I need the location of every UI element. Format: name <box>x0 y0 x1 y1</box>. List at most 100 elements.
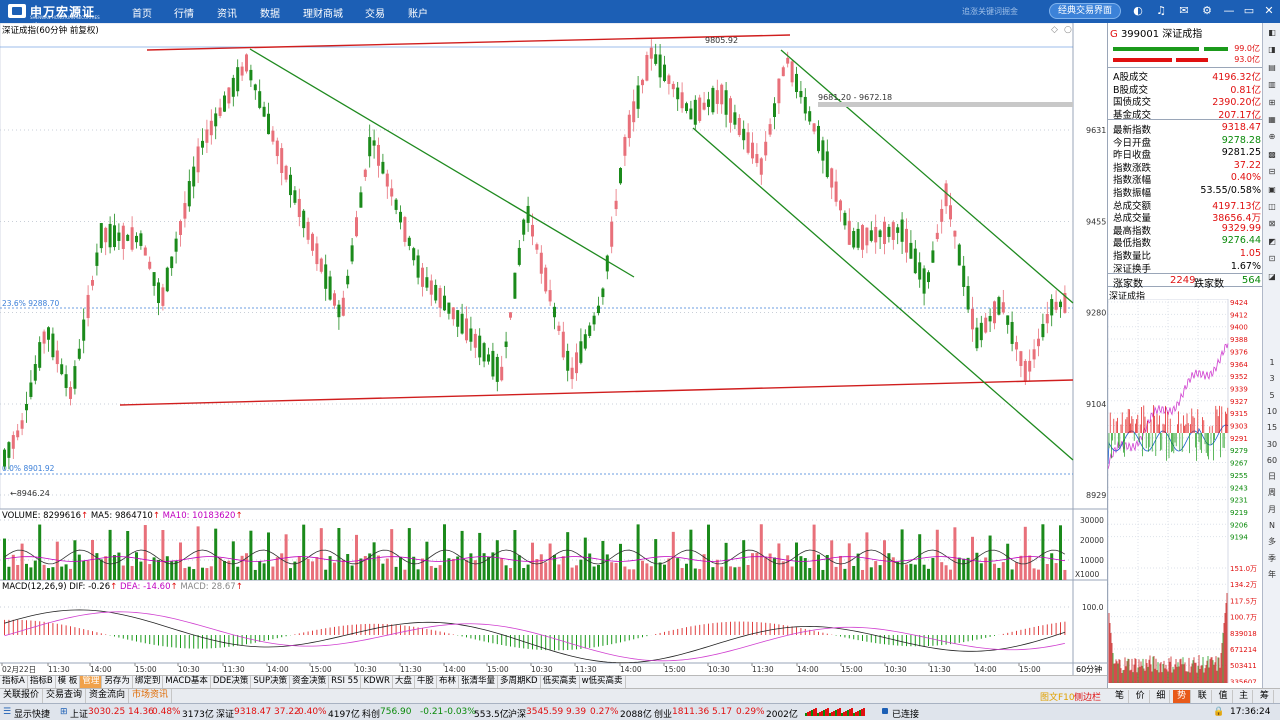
toolbar-tool-icon[interactable]: ▤ <box>1268 62 1276 72</box>
toolbar-tool-icon[interactable]: ◩ <box>1268 236 1276 246</box>
kline-chart-area[interactable]: 9631 9455 9280 9104 8929 23.6% 9288.70 0.0% 89… <box>0 23 1107 688</box>
ticker-name[interactable]: 深证 <box>216 710 235 720</box>
indicator-tab[interactable]: 资金决策 <box>290 676 330 688</box>
nav-wealth-mall[interactable]: 理财商城 <box>303 9 343 20</box>
period-button[interactable]: 日 <box>1268 472 1276 482</box>
candle-body <box>658 54 662 78</box>
side-tab[interactable]: 势 <box>1173 690 1192 703</box>
candle-body <box>812 123 816 132</box>
kline-chart-svg[interactable]: 9631 9455 9280 9104 8929 23.6% 9288.70 0.0% 89… <box>0 23 1107 675</box>
volume-bar <box>16 564 20 580</box>
volume-bar <box>663 564 666 580</box>
period-button[interactable]: 季 <box>1268 553 1276 563</box>
news-marquee[interactable]: 追涨关键词掘金 <box>962 7 1018 16</box>
indicator-tab[interactable]: RSI 55 <box>329 676 362 688</box>
lock-icon[interactable]: 🔒 <box>1213 707 1225 717</box>
bar-value-top: 99.0亿 <box>1234 44 1260 53</box>
sidebar-toggle-button[interactable]: 侧边栏 <box>1074 693 1102 703</box>
settings-icon[interactable]: ◐ <box>1133 4 1143 17</box>
toolbar-tool-icon[interactable]: ▥ <box>1268 80 1276 90</box>
toolbar-tool-icon[interactable]: ⊞ <box>1268 97 1276 107</box>
period-button[interactable]: 60 <box>1266 455 1278 465</box>
side-tab[interactable]: 筹 <box>1256 690 1274 703</box>
indicator-tab[interactable]: 牛股 <box>415 676 437 688</box>
restore-icon[interactable]: ▭ <box>1243 4 1255 17</box>
indicator-tab[interactable]: MACD基本 <box>163 676 211 688</box>
quick-show-icon[interactable]: ☰ <box>3 707 12 717</box>
toolbar-tool-icon[interactable]: ⊡ <box>1268 254 1276 264</box>
volume-bar <box>680 567 684 580</box>
period-button[interactable]: N <box>1269 521 1275 530</box>
show-quick-button[interactable]: 显示快捷 <box>14 710 51 720</box>
tab-market-news[interactable]: 市场资讯 <box>129 689 173 703</box>
indicator-tab[interactable]: 指标B <box>28 676 56 688</box>
mail-icon[interactable]: ✉ <box>1179 4 1189 17</box>
toolbar-tool-icon[interactable]: ◫ <box>1268 202 1276 211</box>
indicator-tab[interactable]: SUP决策 <box>251 676 291 688</box>
indicator-tab[interactable]: 多周期KD <box>498 676 541 688</box>
indicator-tab[interactable]: 另存为 <box>102 676 133 688</box>
period-button[interactable]: 30 <box>1266 439 1278 449</box>
toolbar-tool-icon[interactable]: ⊠ <box>1268 219 1276 229</box>
indicator-tab[interactable]: 指标A <box>0 676 28 688</box>
app-logo[interactable]: 申万宏源证券 SHENWAN HONGYUAN SECURITIES <box>8 3 104 36</box>
period-button[interactable]: 10 <box>1266 406 1278 416</box>
nav-news[interactable]: 资讯 <box>217 9 237 20</box>
side-tab[interactable]: 值 <box>1215 690 1233 703</box>
f10-button[interactable]: 图文F10 <box>1040 693 1075 703</box>
indicator-tab[interactable]: w低买高卖 <box>580 676 626 688</box>
ticker-name[interactable]: 上证 <box>70 710 89 720</box>
side-tab[interactable]: 价 <box>1132 690 1150 703</box>
volume-bar <box>196 526 200 580</box>
toolbar-tool-icon[interactable]: ◧ <box>1268 28 1276 37</box>
intraday-chart[interactable]: 9424 9412 9400 9388 9376 9364 9352 9339 9327 9315… <box>1108 299 1263 683</box>
nav-account[interactable]: 账户 <box>408 9 428 20</box>
volume-bar <box>214 528 218 580</box>
period-button[interactable]: 15 <box>1266 423 1278 433</box>
indicator-tab[interactable]: DDE决策 <box>211 676 252 688</box>
toolbar-tool-icon[interactable]: ◨ <box>1268 45 1276 55</box>
period-button[interactable]: 5 <box>1269 390 1275 400</box>
nav-home[interactable]: 首页 <box>132 9 152 20</box>
ticker-name[interactable]: 沪深 <box>508 710 527 720</box>
toolbar-tool-icon[interactable]: ⊟ <box>1268 167 1276 177</box>
toolbar-tool-icon[interactable]: ▣ <box>1268 184 1276 194</box>
ticker-name[interactable]: 创业 <box>654 710 673 720</box>
toolbar-tool-icon[interactable]: ⊕ <box>1268 132 1276 142</box>
indicator-tab[interactable]: 低买高卖 <box>541 676 580 688</box>
tab-trade-query[interactable]: 交易查询 <box>43 689 87 703</box>
side-tab[interactable]: 笔 <box>1111 690 1129 703</box>
indicator-tab[interactable]: 绑定到 <box>133 676 164 688</box>
headset-icon[interactable]: ♫ <box>1156 4 1166 17</box>
minimize-icon[interactable]: — <box>1223 4 1235 17</box>
period-button[interactable]: 周 <box>1268 488 1276 498</box>
period-button[interactable]: 3 <box>1269 374 1275 384</box>
indicator-tab[interactable]: 张清华量 <box>459 676 498 688</box>
side-tab[interactable]: 细 <box>1152 690 1171 703</box>
indicator-tab[interactable]: 布林 <box>437 676 459 688</box>
indicator-tab[interactable]: 大盘 <box>393 676 415 688</box>
period-button[interactable]: 年 <box>1268 569 1276 579</box>
tab-related-quotes[interactable]: 关联报价 <box>0 689 44 703</box>
tab-fund-flow[interactable]: 资金流向 <box>86 689 130 703</box>
toolbar-tool-icon[interactable]: ◪ <box>1268 271 1276 281</box>
nav-data[interactable]: 数据 <box>260 9 280 20</box>
gear-icon[interactable]: ⚙ <box>1202 4 1212 17</box>
nav-trade[interactable]: 交易 <box>365 9 385 20</box>
quote-row: B股成交 0.81亿 <box>1108 82 1263 96</box>
side-tab[interactable]: 联 <box>1194 690 1212 703</box>
ticker-name[interactable]: 科创 <box>362 710 381 720</box>
side-tab[interactable]: 主 <box>1235 690 1254 703</box>
nav-quotes[interactable]: 行情 <box>174 9 194 20</box>
period-button[interactable]: 多 <box>1268 537 1276 547</box>
close-icon[interactable]: ✕ <box>1264 4 1274 17</box>
indicator-tab[interactable]: KDWR <box>361 676 393 688</box>
indicator-tab[interactable]: 模 板 <box>56 676 81 688</box>
classic-trade-button[interactable]: 经典交易界面 <box>1049 3 1121 19</box>
toolbar-tool-icon[interactable]: ▦ <box>1268 115 1276 124</box>
period-button[interactable]: 1 <box>1269 358 1275 367</box>
toolbar-tool-icon[interactable]: ▩ <box>1268 149 1276 159</box>
candle-body <box>465 318 468 341</box>
period-button[interactable]: 月 <box>1268 504 1276 514</box>
indicator-tab[interactable]: 管理 <box>80 676 103 688</box>
